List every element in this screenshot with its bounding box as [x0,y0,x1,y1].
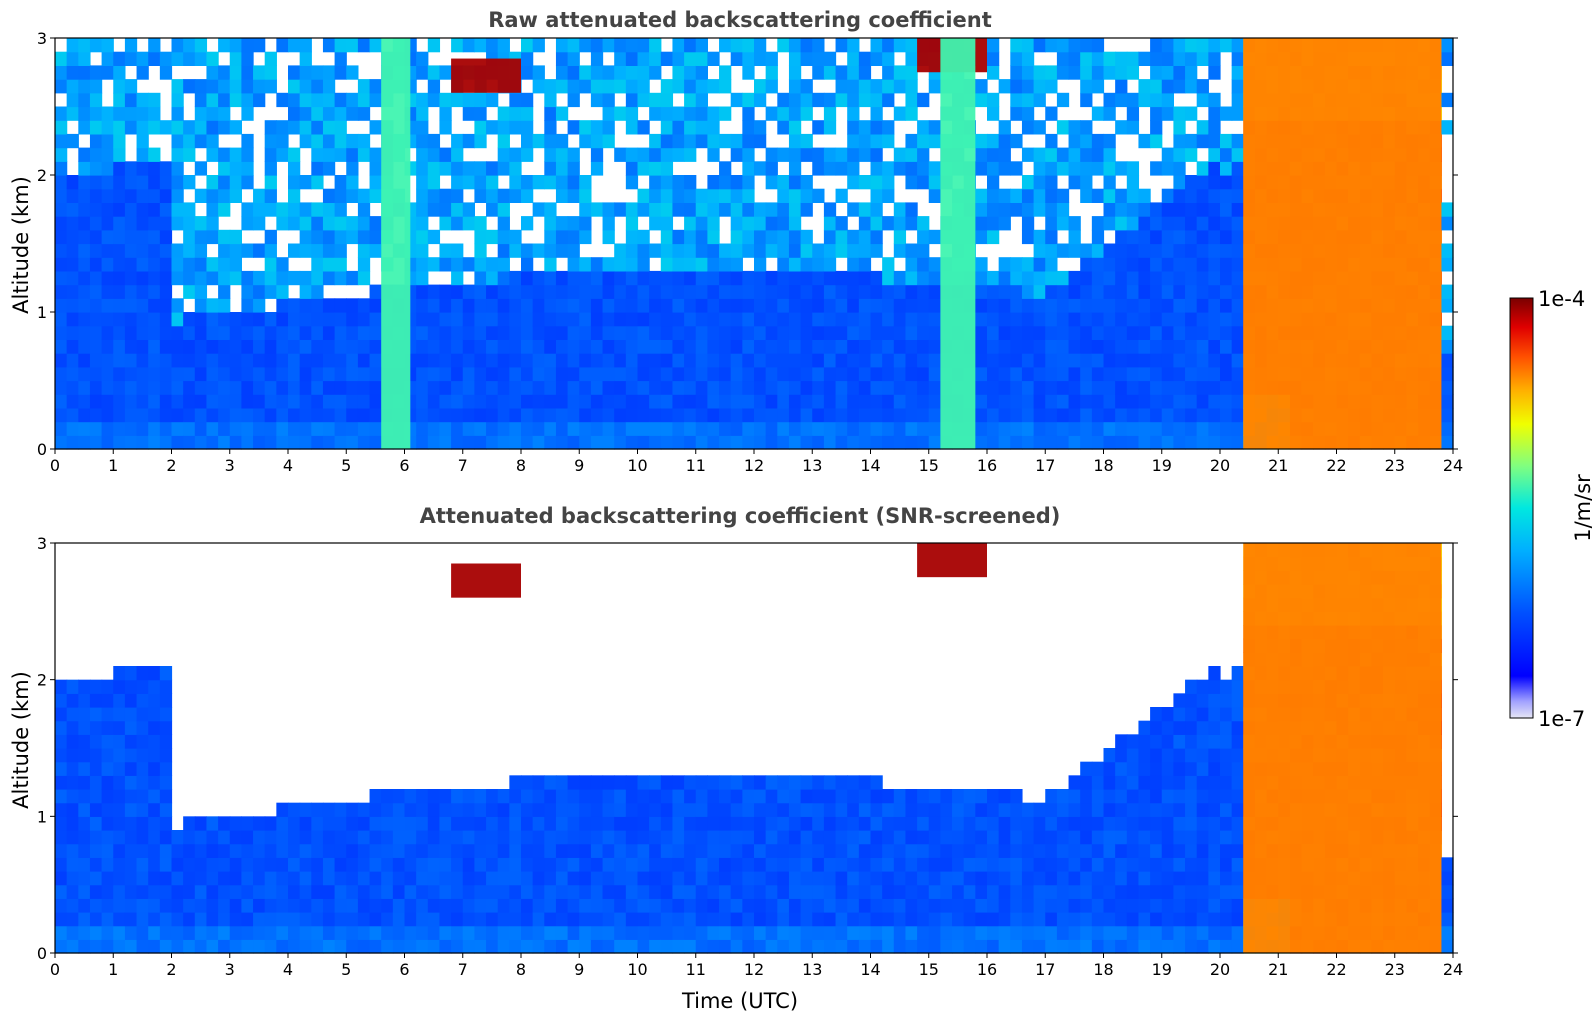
x-tick-label: 7 [458,456,468,475]
x-tick-label: 16 [977,456,997,475]
x-tick-label: 9 [574,960,584,979]
x-tick-label: 21 [1268,960,1288,979]
feature-elevated-cloud-layer [451,563,521,598]
x-tick-label: 7 [458,960,468,979]
x-tick-label: 10 [627,960,647,979]
x-tick-label: 14 [860,456,880,475]
x-tick-label: 0 [50,456,60,475]
x-tick-label: 11 [686,960,706,979]
x-tick-label: 9 [574,456,584,475]
x-tick-label: 2 [166,960,176,979]
x-tick-label: 23 [1385,960,1405,979]
feature-dense-cloud-rain [1243,543,1442,953]
x-tick-label: 22 [1326,456,1346,475]
feature-dense-cloud-rain [1243,38,1442,449]
y-axis-label: Altitude (km) [9,176,33,314]
x-tick-label: 12 [744,960,764,979]
panel-title: Attenuated backscattering coefficient (S… [420,504,1061,528]
x-tick-label: 3 [225,456,235,475]
x-tick-label: 23 [1385,456,1405,475]
feature-precipitation-streak [940,38,976,449]
y-axis-label: Altitude (km) [9,671,33,809]
y-tick-label: 0 [37,944,47,963]
x-tick-label: 5 [341,456,351,475]
x-tick-label: 4 [283,456,293,475]
heatmap-area [55,543,1454,954]
x-tick-label: 13 [802,456,822,475]
x-tick-label: 2 [166,456,176,475]
x-tick-label: 6 [399,960,409,979]
x-tick-label: 19 [1152,456,1172,475]
x-tick-label: 11 [686,456,706,475]
x-tick-label: 15 [919,456,939,475]
colorbar: 1e-4 1e-7 1/m/sr [1509,287,1595,731]
x-tick-label: 15 [919,960,939,979]
x-tick-label: 17 [1035,456,1055,475]
x-tick-label: 6 [399,456,409,475]
x-tick-label: 20 [1210,960,1230,979]
x-tick-label: 14 [860,960,880,979]
x-tick-label: 19 [1152,960,1172,979]
x-tick-label: 24 [1443,456,1463,475]
feature-elevated-cloud-layer [917,543,987,578]
y-tick-label: 2 [37,166,47,185]
heatmap-area [55,38,1454,450]
x-tick-label: 20 [1210,456,1230,475]
y-tick-label: 3 [37,29,47,48]
y-tick-label: 0 [37,440,47,459]
x-tick-label: 8 [516,960,526,979]
x-tick-label: 0 [50,960,60,979]
y-tick-label: 1 [37,807,47,826]
feature-precipitation-streak [381,38,411,449]
screened-backscatter-panel: Attenuated backscattering coefficient (S… [9,504,1463,1013]
y-tick-label: 2 [37,671,47,690]
y-tick-label: 1 [37,303,47,322]
x-tick-label: 4 [283,960,293,979]
x-tick-label: 10 [627,456,647,475]
x-tick-label: 16 [977,960,997,979]
x-tick-label: 17 [1035,960,1055,979]
panel-title: Raw attenuated backscattering coefficien… [488,8,992,32]
x-axis-label: Time (UTC) [681,989,798,1013]
colorbar-gradient [1509,297,1534,719]
colorbar-min-label: 1e-7 [1538,707,1585,731]
x-tick-label: 5 [341,960,351,979]
feature-elevated-cloud-layer [451,58,521,93]
raw-backscatter-panel: Raw attenuated backscattering coefficien… [9,8,1463,475]
x-tick-label: 18 [1093,456,1113,475]
colorbar-max-label: 1e-4 [1538,287,1585,311]
x-tick-label: 1 [108,456,118,475]
x-tick-label: 21 [1268,456,1288,475]
x-tick-label: 18 [1093,960,1113,979]
x-tick-label: 8 [516,456,526,475]
axes: 0 1 2 3 4 5 6 7 8 9 10 11 12 13 14 15 16 17 18 19 20 21 22 23 24… [37,29,1463,475]
axes: 0 1 2 3 4 5 6 7 8 9 10 11 12 13 14 15 16 17 18 19 20 21 22 23 24… [37,534,1463,979]
x-tick-label: 22 [1326,960,1346,979]
x-tick-label: 12 [744,456,764,475]
x-tick-label: 3 [225,960,235,979]
y-tick-label: 3 [37,534,47,553]
x-tick-label: 24 [1443,960,1463,979]
x-tick-label: 1 [108,960,118,979]
x-tick-label: 13 [802,960,822,979]
colorbar-unit-label: 1/m/sr [1571,474,1595,542]
